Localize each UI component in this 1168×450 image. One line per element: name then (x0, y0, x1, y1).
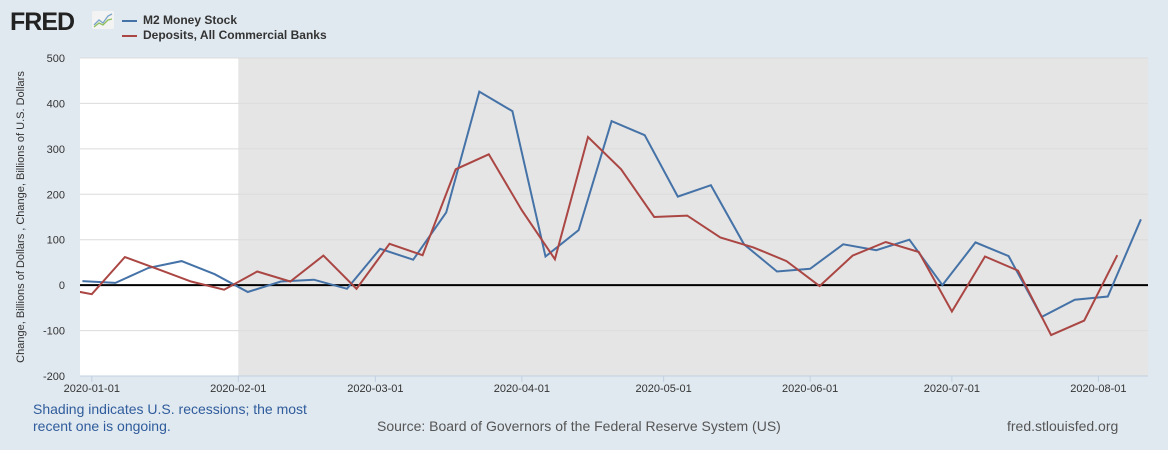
y-tick-label: 0 (59, 280, 65, 292)
legend-item-m2[interactable]: M2 Money Stock (122, 13, 327, 28)
site-link[interactable]: fred.stlouisfed.org (1007, 418, 1119, 434)
y-tick-label: 100 (47, 235, 65, 247)
x-tick-label: 2020-02-01 (210, 383, 266, 395)
x-tick-label: 2020-01-01 (64, 383, 120, 395)
x-tick-label: 2020-05-01 (635, 383, 691, 395)
x-tick-label: 2020-07-01 (924, 383, 980, 395)
x-tick-label: 2020-06-01 (782, 383, 838, 395)
recession-note: Shading indicates U.S. recessions; the m… (33, 401, 307, 434)
legend-swatch (122, 19, 137, 22)
y-axis-label: Change, Billions of Dollars , Change, Bi… (15, 71, 27, 363)
y-tick-label: 200 (47, 189, 65, 201)
x-tick-label: 2020-08-01 (1070, 383, 1126, 395)
fred-chart-icon (92, 11, 114, 29)
legend-label: M2 Money Stock (143, 13, 238, 27)
series-line-m2 (82, 90, 1142, 319)
x-tick-label: 2020-04-01 (494, 383, 550, 395)
legend-swatch (122, 34, 137, 37)
legend-label: Deposits, All Commercial Banks (143, 28, 327, 42)
recession-shading (238, 58, 1148, 376)
y-tick-label: 400 (47, 98, 65, 110)
y-tick-label: 300 (47, 144, 65, 156)
legend: M2 Money Stock Deposits, All Commercial … (122, 13, 327, 43)
legend-item-deposits[interactable]: Deposits, All Commercial Banks (122, 28, 327, 43)
x-tick-label: 2020-03-01 (347, 383, 403, 395)
fred-logo[interactable]: FRED (10, 8, 75, 36)
source-text: Source: Board of Governors of the Federa… (377, 418, 781, 434)
series-line-deposits (80, 135, 1119, 337)
y-tick-label: 500 (47, 53, 65, 65)
y-tick-label: -200 (43, 371, 65, 383)
y-tick-label: -100 (43, 326, 65, 338)
